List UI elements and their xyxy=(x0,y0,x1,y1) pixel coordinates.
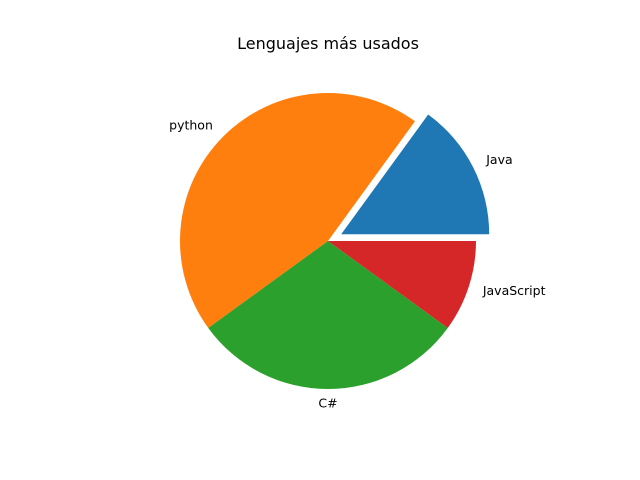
pie-label-python: python xyxy=(169,117,213,132)
pie-slice-csharp xyxy=(208,241,448,389)
pie-label-javascript: JavaScript xyxy=(482,283,546,298)
pie-slice-python xyxy=(180,93,415,328)
pie-slice-javascript xyxy=(328,241,476,328)
pie-label-java: Java xyxy=(485,152,512,167)
chart-title: Lenguajes más usados xyxy=(237,34,419,53)
pie-slice-java xyxy=(341,114,490,235)
pie-slices xyxy=(180,93,490,389)
pie-label-csharp: C# xyxy=(318,395,337,410)
pie-labels: Java python C# JavaScript xyxy=(169,117,545,410)
